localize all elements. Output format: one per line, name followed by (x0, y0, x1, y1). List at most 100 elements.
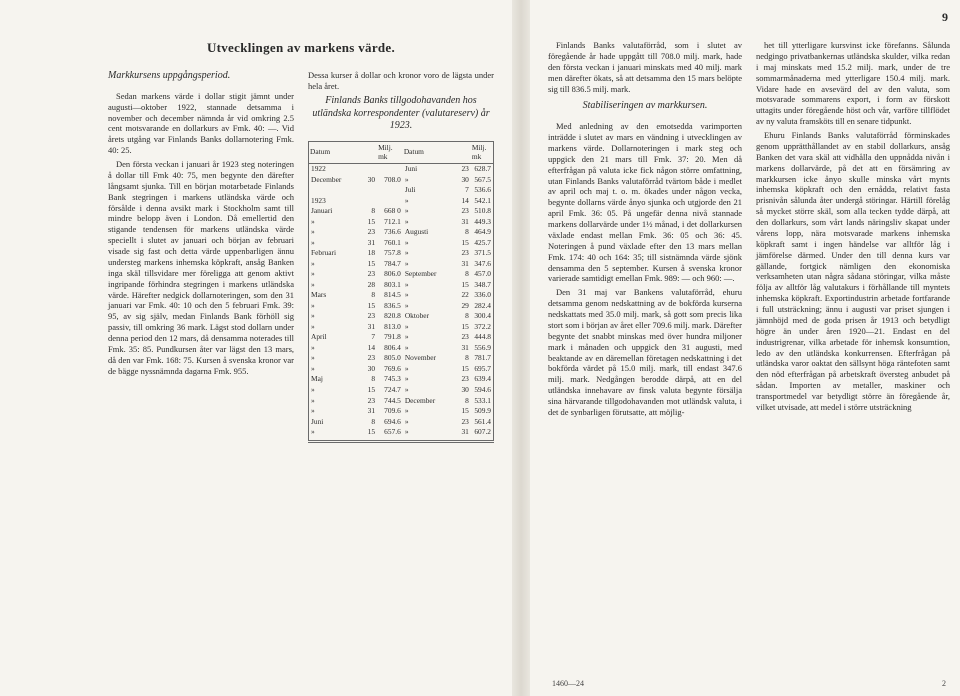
table-cell: Augusti (403, 227, 455, 238)
table-cell: 8 (454, 353, 471, 364)
table-caption: Finlands Banks tillgodohavanden hos utlä… (308, 95, 494, 133)
table-row: Juni8694.6»23561.4 (309, 417, 493, 428)
table-row: »14806.4»31556.9 (309, 343, 493, 354)
table-row: »15712.1»31449.3 (309, 217, 493, 228)
table-row: »31760.1»15425.7 (309, 238, 493, 249)
table-cell (377, 185, 403, 196)
table-cell: 15 (454, 406, 471, 417)
table-cell: » (309, 364, 361, 375)
table-cell: 348.7 (471, 280, 493, 291)
table-cell: 444.8 (471, 332, 493, 343)
table-cell: 15 (361, 301, 378, 312)
table-cell: 336.0 (471, 290, 493, 301)
table-cell: » (403, 248, 455, 259)
table-cell: 510.8 (471, 206, 493, 217)
table-cell: 8 (361, 417, 378, 428)
right-col-1: Finlands Banks valutaförråd, som i slute… (548, 40, 742, 421)
table-cell: 509.9 (471, 406, 493, 417)
table-cell: » (403, 385, 455, 396)
table-cell: » (403, 217, 455, 228)
table-row: December30708.0»30567.5 (309, 175, 493, 186)
table-cell: 8 (454, 269, 471, 280)
para: Den första veckan i januari år 1923 steg… (108, 159, 294, 377)
table-cell: 668 0 (377, 206, 403, 217)
table-cell: 29 (454, 301, 471, 312)
table-row: Mars8814.5»22336.0 (309, 290, 493, 301)
table-cell: 22 (454, 290, 471, 301)
table-cell: 769.6 (377, 364, 403, 375)
left-col-1: Markkursens uppgångsperiod. Sedan marken… (108, 70, 294, 443)
table-cell: 536.6 (471, 185, 493, 196)
table-cell: » (403, 175, 455, 186)
para: het till ytterligare kursvinst icke före… (756, 40, 950, 127)
table-row: »15724.7»30594.6 (309, 385, 493, 396)
table-cell: 15 (454, 364, 471, 375)
table-cell: 556.9 (471, 343, 493, 354)
table-cell (361, 196, 378, 207)
table-cell: 31 (454, 217, 471, 228)
para: Sedan markens värde i dollar stigit jämn… (108, 91, 294, 156)
th-datum-1: Datum (309, 142, 377, 164)
table-cell: Oktober (403, 311, 455, 322)
table-cell: » (309, 301, 361, 312)
table-cell: 724.7 (377, 385, 403, 396)
para: Med anledning av den emotsedda varimport… (548, 121, 742, 284)
left-columns: Markkursens uppgångsperiod. Sedan marken… (108, 70, 494, 443)
table-cell: 31 (361, 322, 378, 333)
table-cell: 14 (361, 343, 378, 354)
table-cell: » (309, 322, 361, 333)
table-cell: 533.1 (471, 396, 493, 407)
page-right: 9 Finlands Banks valutaförråd, som i slu… (530, 0, 960, 696)
table-cell: 15 (361, 259, 378, 270)
table-cell: 805.0 (377, 353, 403, 364)
table-cell: 457.0 (471, 269, 493, 280)
right-col-2: het till ytterligare kursvinst icke före… (756, 40, 950, 421)
table-row: Januari8668 0»23510.8 (309, 206, 493, 217)
table-cell: 23 (454, 374, 471, 385)
table-cell: 30 (454, 175, 471, 186)
table-cell: 8 (361, 206, 378, 217)
table-bottom-rule (308, 442, 494, 443)
table-cell: » (403, 196, 455, 207)
table-cell: 23 (361, 396, 378, 407)
table-cell: 30 (454, 385, 471, 396)
table-cell: » (403, 322, 455, 333)
table-cell: 7 (361, 332, 378, 343)
table-row: »23744.5December8533.1 (309, 396, 493, 407)
table-cell: Mars (309, 290, 361, 301)
table-cell: » (309, 227, 361, 238)
th-milj-1: Milj. mk (377, 142, 403, 164)
table-cell: » (403, 206, 455, 217)
table-cell: Juni (403, 164, 455, 175)
table-cell (361, 164, 378, 175)
table-cell: 806.4 (377, 343, 403, 354)
table-cell: Juni (309, 417, 361, 428)
table-cell: 23 (361, 311, 378, 322)
table-cell: » (403, 374, 455, 385)
table-cell: 803.1 (377, 280, 403, 291)
table-row: »23736.6Augusti8464.9 (309, 227, 493, 238)
table-cell: » (403, 332, 455, 343)
table-cell: 23 (361, 269, 378, 280)
table-cell (309, 185, 361, 196)
left-margin (0, 0, 104, 696)
table-cell: 1923 (309, 196, 361, 207)
table-cell: » (309, 269, 361, 280)
table-cell: Maj (309, 374, 361, 385)
table-row: »31709.6»15509.9 (309, 406, 493, 417)
table-row: 1923»14542.1 (309, 196, 493, 207)
para: Finlands Banks valutaförråd, som i slute… (548, 40, 742, 94)
table-cell: 628.7 (471, 164, 493, 175)
table-body: 1922Juni23628.7December30708.0»30567.5Ju… (309, 164, 493, 438)
table-cell: » (309, 280, 361, 291)
table-cell: 15 (454, 238, 471, 249)
table-cell: 23 (454, 164, 471, 175)
table-cell: » (309, 385, 361, 396)
table-cell: 781.7 (471, 353, 493, 364)
table-cell: Februari (309, 248, 361, 259)
table-cell (377, 196, 403, 207)
table-cell: 15 (361, 427, 378, 438)
table-cell: 7 (454, 185, 471, 196)
table-row: Maj8745.3»23639.4 (309, 374, 493, 385)
table-cell: » (403, 301, 455, 312)
